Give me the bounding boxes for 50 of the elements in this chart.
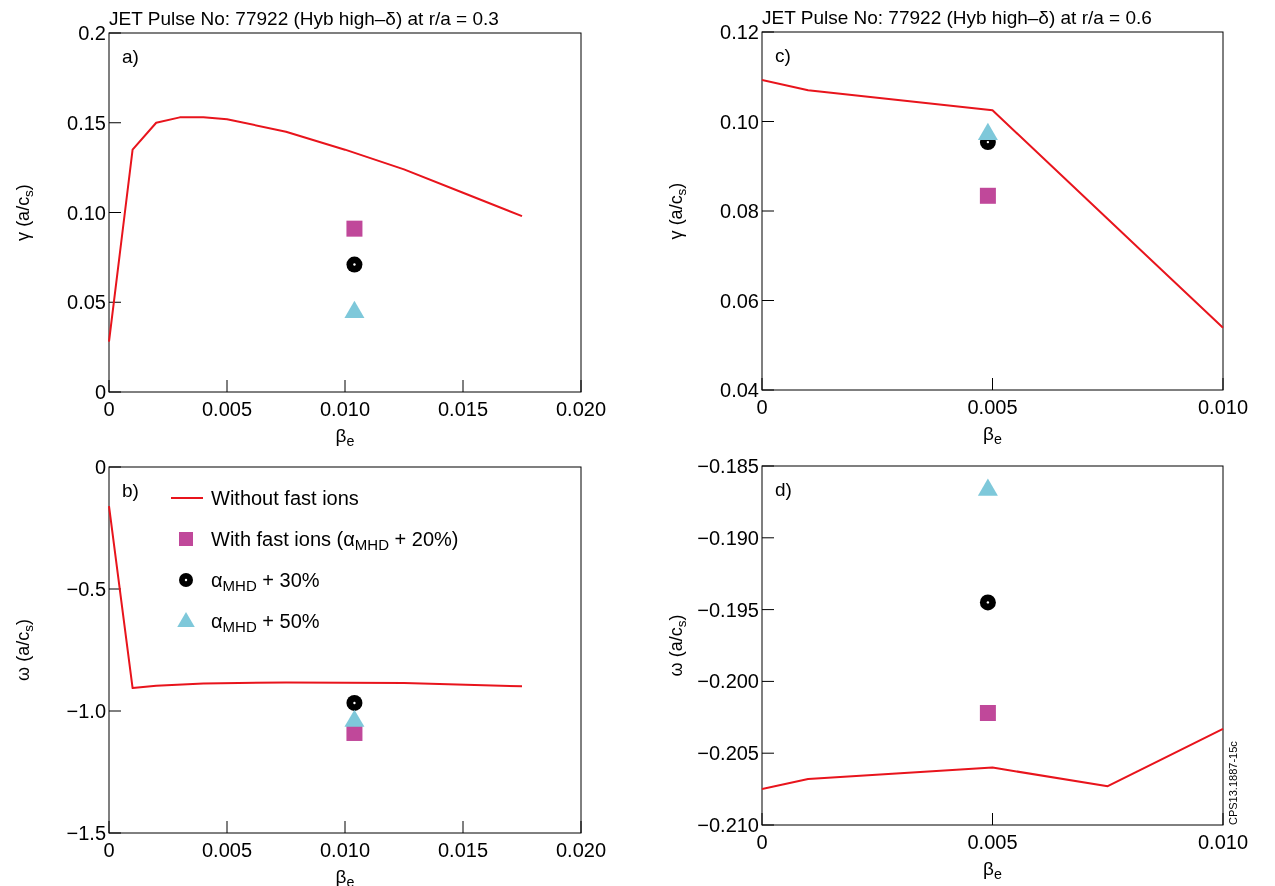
y-tick-label: 0.04 (720, 379, 759, 401)
x-tick-label: 0.020 (555, 398, 607, 420)
legend-label: α$_{MHD}$ + 50% (211, 610, 320, 635)
y-tick-label: 0.10 (720, 110, 759, 133)
annotation: b) (122, 480, 139, 501)
line-series (761, 78, 1224, 329)
chart-title: JET Pulse No: 77922 (Hyb high–δ) at r/a = 0.3 (109, 8, 499, 29)
y-tick-label: 0.06 (720, 289, 759, 312)
x-axis-title: β$_{e}$ (983, 858, 1002, 882)
y-tick-label: 0 (94, 381, 106, 403)
legend-label: With fast ions (α$_{MHD}$ + 20%) (211, 528, 459, 553)
y-tick-label: −0.190 (697, 526, 759, 549)
annotation: c) (775, 45, 791, 66)
x-tick-label: 0.010 (1197, 396, 1249, 418)
y-tick-label: 0.05 (67, 291, 106, 314)
x-tick-label: 0.020 (555, 839, 607, 861)
y-tick-label: −1.5 (66, 822, 106, 844)
x-tick-label: 0.005 (201, 839, 253, 861)
legend-label: α$_{MHD}$ + 30% (211, 569, 320, 594)
chart-title: JET Pulse No: 77922 (Hyb high–δ) at r/a = 0.6 (762, 7, 1152, 28)
y-tick-label: −0.200 (697, 670, 759, 693)
y-tick-label: 0 (94, 456, 106, 478)
y-tick-label: −1.0 (66, 700, 106, 722)
y-tick-label: −0.205 (697, 742, 759, 765)
x-tick-label: 0.015 (437, 839, 489, 861)
x-tick-label: 0.005 (967, 831, 1018, 853)
annotation: a) (122, 46, 139, 67)
x-axis-title: β$_{e}$ (335, 425, 355, 449)
y-tick-label: −0.195 (697, 598, 759, 621)
y-tick-label: 0.10 (67, 201, 106, 224)
x-tick-label: 0.010 (1197, 831, 1249, 853)
y-tick-label: −0.210 (697, 814, 759, 836)
legend-label: Without fast ions (211, 487, 359, 509)
y-tick-label: 0.15 (67, 111, 106, 134)
text: CPS13.1887-15c (1227, 740, 1239, 825)
y-tick-label: 0.2 (78, 22, 106, 44)
line-series (108, 116, 523, 343)
x-tick-label: 0.005 (201, 398, 253, 420)
line-series (108, 505, 523, 690)
y-tick-label: −0.5 (66, 578, 106, 600)
x-tick-label: 0.005 (967, 396, 1018, 418)
annotation: d) (775, 479, 792, 500)
x-axis-title: β$_{e}$ (983, 423, 1002, 447)
x-tick-label: 0.010 (319, 839, 371, 861)
y-tick-label: −0.185 (697, 455, 759, 477)
y-tick-label: 0.12 (720, 21, 759, 43)
y-tick-label: 0.08 (720, 200, 759, 222)
x-tick-label: 0.015 (437, 398, 489, 420)
line-series (761, 727, 1224, 791)
x-tick-label: 0.010 (319, 398, 371, 420)
